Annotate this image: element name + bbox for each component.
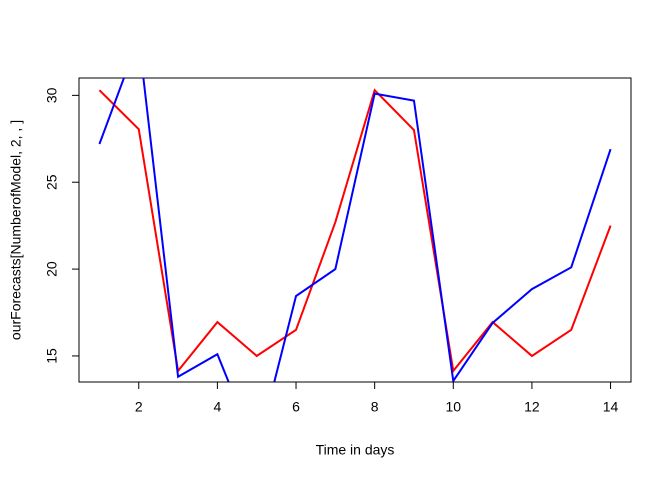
x-tick-label: 6: [292, 399, 300, 415]
x-axis-label: Time in days: [316, 442, 395, 458]
x-tick-label: 8: [371, 399, 379, 415]
plot-area: [98, 78, 612, 382]
x-tick-label: 10: [446, 399, 462, 415]
y-tick-label: 20: [44, 261, 60, 277]
y-tick-label: 25: [44, 174, 60, 190]
x-tick-label: 2: [135, 399, 143, 415]
series-line: [98, 78, 612, 382]
x-tick-label: 12: [524, 399, 540, 415]
x-tick-label: 14: [603, 399, 619, 415]
y-tick-label: 30: [44, 87, 60, 103]
series-line: [98, 88, 612, 374]
y-tick-label: 15: [44, 348, 60, 364]
x-tick-label: 4: [213, 399, 221, 415]
y-axis-label: ourForecasts[NumberofModel, 2, , ]: [8, 120, 24, 340]
